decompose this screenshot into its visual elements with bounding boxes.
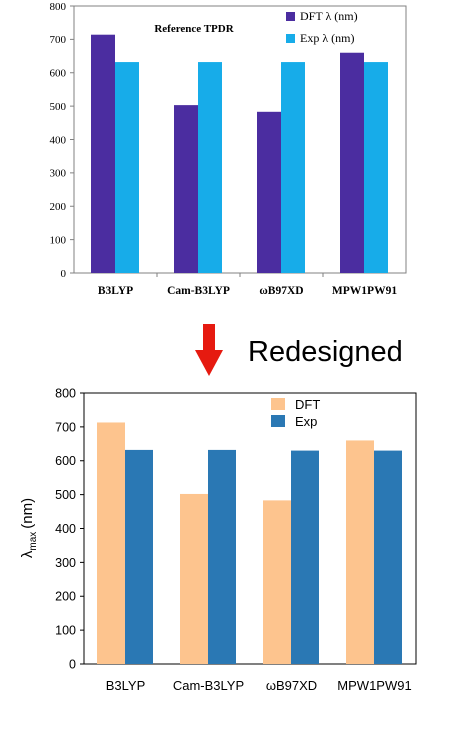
x-tick-label: B3LYP [98, 285, 133, 297]
bar-dft-b3lyp [97, 422, 125, 664]
bar-exp-cam-b3lyp [198, 62, 222, 273]
bar-dft--b97xd [263, 500, 291, 664]
bar-exp-mpw1pw91 [374, 450, 402, 664]
legend-swatch-exp [286, 34, 295, 43]
bar-exp-mpw1pw91 [364, 62, 388, 273]
y-tick-label: 600 [55, 454, 76, 468]
legend-label-exp: Exp λ (nm) [300, 31, 354, 45]
bar-exp--b97xd [291, 450, 319, 664]
legend-label-exp: Exp [295, 414, 317, 429]
chart-title: Reference TPDR [154, 23, 234, 35]
bar-dft-cam-b3lyp [180, 493, 208, 664]
y-tick-label: 300 [55, 556, 76, 570]
bar-exp-cam-b3lyp [208, 449, 236, 664]
y-tick-label: 300 [50, 168, 67, 180]
y-tick-label: 500 [50, 101, 67, 113]
y-tick-label: 400 [55, 522, 76, 536]
legend: DFT Exp [271, 397, 320, 429]
reference-chart: 0 100 200 300 400 500 600 700 800 B3LYP Cam-B3LYP… [50, 1, 407, 297]
x-tick-label: ωB97XD [259, 285, 303, 297]
legend-swatch-exp [271, 415, 285, 427]
arrow-label: Redesigned [248, 336, 403, 368]
x-tick-label: MPW1PW91 [337, 678, 411, 693]
y-tick-label: 400 [50, 134, 67, 146]
x-tick-label: B3LYP [106, 678, 146, 693]
y-tick-label: 700 [50, 34, 67, 46]
y-tick-label: 200 [50, 201, 67, 213]
x-tick-label: Cam-B3LYP [173, 678, 244, 693]
y-tick-label: 700 [55, 420, 76, 434]
legend: DFT λ (nm) Exp λ (nm) [286, 9, 358, 45]
bar-dft-mpw1pw91 [346, 440, 374, 664]
bar-exp--b97xd [281, 62, 305, 273]
redesign-arrow [195, 324, 223, 376]
y-tick-label: 800 [55, 386, 76, 400]
bar-dft-mpw1pw91 [340, 52, 364, 274]
bar-exp-b3lyp [125, 449, 153, 664]
y-tick-label: 0 [69, 657, 76, 671]
y-tick-label: 500 [55, 488, 76, 502]
y-tick-label: 800 [50, 1, 67, 13]
y-tick-label: 100 [50, 234, 67, 246]
x-tick-label: ωB97XD [266, 678, 317, 693]
legend-swatch-dft [286, 12, 295, 21]
y-tick-label: 100 [55, 624, 76, 638]
redesigned-chart: 0 100 200 300 400 500 600 700 800 B3LYP Cam-B3LYP… [19, 386, 417, 693]
arrow-shaft [203, 324, 215, 351]
legend-label-dft: DFT λ (nm) [300, 9, 358, 23]
bar-dft-b3lyp [91, 34, 115, 274]
x-tick-label: Cam-B3LYP [167, 285, 230, 297]
bar-dft-cam-b3lyp [174, 105, 198, 274]
y-axis-label: λmax(nm) [19, 498, 39, 558]
legend-label-dft: DFT [295, 397, 320, 412]
y-tick-label: 200 [55, 590, 76, 604]
x-tick-label: MPW1PW91 [332, 285, 397, 297]
arrow-head [195, 350, 223, 376]
bar-exp-b3lyp [115, 62, 139, 273]
legend-swatch-dft [271, 398, 285, 410]
bar-dft--b97xd [257, 111, 281, 273]
y-tick-label: 0 [61, 268, 67, 280]
y-tick-label: 600 [50, 68, 67, 80]
